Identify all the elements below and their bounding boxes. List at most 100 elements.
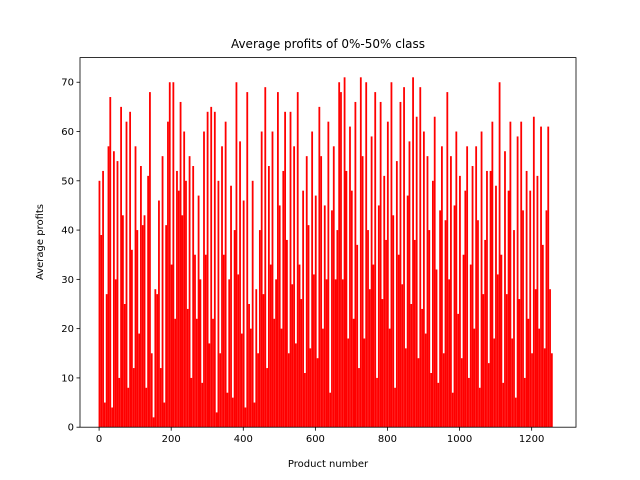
y-tick-label: 60 [61, 127, 74, 138]
bar [302, 190, 305, 428]
plot-frame [79, 57, 577, 428]
bar [177, 190, 180, 428]
bar [502, 382, 505, 428]
bar [543, 348, 546, 428]
bar [356, 244, 359, 428]
bar [417, 358, 420, 428]
bar [190, 377, 193, 428]
bar [404, 348, 407, 428]
bar [163, 402, 166, 428]
bar [406, 195, 409, 428]
bar [388, 328, 391, 428]
bar [367, 230, 369, 428]
bar [103, 402, 106, 428]
bar [305, 156, 308, 428]
bar [495, 185, 497, 428]
bar [419, 87, 422, 428]
bar [149, 92, 151, 428]
bar [504, 151, 506, 428]
bar [278, 205, 281, 428]
bar [280, 328, 283, 428]
bar [439, 210, 442, 428]
bar [480, 131, 483, 428]
bar [273, 318, 276, 428]
bar [329, 392, 332, 428]
bar [408, 141, 411, 428]
bar [116, 161, 119, 428]
bar [231, 397, 234, 428]
bar [123, 304, 126, 428]
bar [105, 294, 108, 428]
bar [239, 141, 241, 428]
bar [395, 161, 398, 428]
y-tick-label: 50 [61, 176, 74, 187]
bar [386, 121, 389, 428]
bar [469, 264, 472, 428]
bar [235, 82, 238, 428]
bar [258, 230, 261, 428]
bar [98, 180, 101, 428]
bar [195, 318, 198, 428]
bar [230, 185, 232, 428]
bar [493, 338, 496, 428]
bar [520, 121, 523, 428]
bar [437, 382, 440, 428]
bar [179, 101, 182, 428]
bar [430, 372, 432, 428]
bar [332, 146, 335, 428]
bar [531, 353, 533, 428]
bar [188, 156, 191, 428]
bars [98, 77, 553, 428]
x-tick-label: 1200 [519, 434, 544, 445]
bar [484, 239, 487, 428]
bar [525, 170, 528, 428]
bar [266, 368, 268, 428]
bar [140, 166, 142, 428]
bar [478, 387, 481, 428]
bar [251, 180, 254, 428]
bar [311, 131, 314, 428]
bar [475, 146, 478, 428]
bar [509, 121, 512, 428]
bar [331, 210, 333, 428]
y-axis-label: Average profits [35, 204, 46, 280]
bar [361, 156, 364, 428]
bar [112, 151, 115, 428]
bar [323, 205, 326, 428]
bar [170, 264, 173, 428]
bar [441, 146, 443, 428]
bar [327, 121, 330, 428]
bar [109, 97, 112, 428]
bar [212, 318, 214, 428]
bar [176, 170, 178, 428]
bar [275, 279, 277, 428]
bar [415, 116, 418, 428]
bar [201, 382, 204, 428]
bar [455, 131, 458, 428]
bar [538, 328, 541, 428]
bar [253, 402, 256, 428]
bar [102, 170, 104, 428]
bar [482, 294, 485, 428]
bar [536, 175, 539, 428]
bar [534, 289, 537, 428]
bar [370, 136, 373, 428]
bar [257, 353, 259, 428]
x-tick-label: 400 [234, 434, 253, 445]
bar [213, 111, 216, 428]
x-tick-label: 0 [96, 434, 102, 445]
bar [120, 106, 122, 428]
bar [107, 146, 110, 428]
bar [314, 195, 317, 428]
bar [192, 166, 195, 428]
bar [293, 146, 296, 428]
bar [343, 77, 346, 428]
y-tick-label: 0 [68, 423, 74, 434]
bar [431, 180, 434, 428]
bar [296, 92, 299, 428]
bar [325, 279, 328, 428]
bar [413, 239, 416, 428]
bar [304, 372, 306, 428]
bar [363, 338, 366, 428]
bar [161, 156, 164, 428]
